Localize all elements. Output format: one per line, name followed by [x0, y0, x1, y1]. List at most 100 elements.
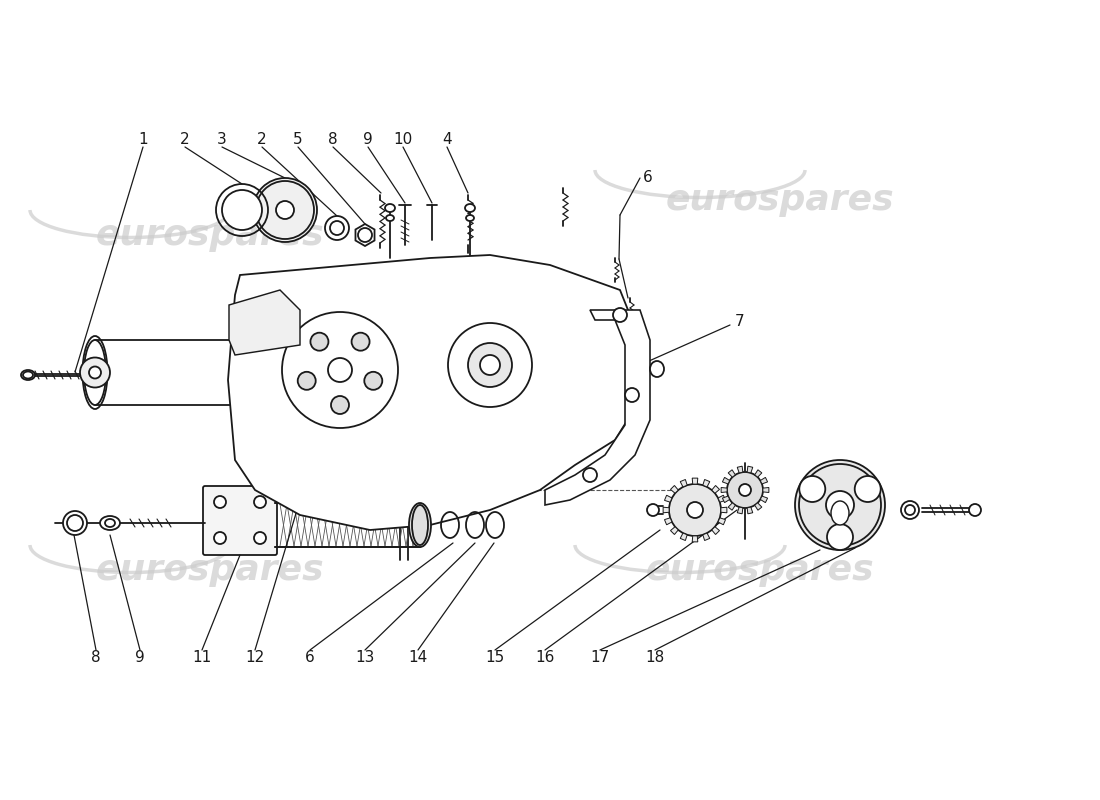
Circle shape: [739, 484, 751, 496]
Ellipse shape: [409, 503, 431, 547]
Polygon shape: [692, 478, 697, 484]
Ellipse shape: [412, 505, 428, 545]
Text: 2: 2: [257, 133, 267, 147]
Polygon shape: [712, 526, 719, 534]
Text: 4: 4: [442, 133, 452, 147]
Circle shape: [310, 333, 329, 350]
Polygon shape: [723, 478, 729, 484]
Circle shape: [826, 491, 854, 519]
Ellipse shape: [385, 204, 395, 212]
Text: 7: 7: [735, 314, 745, 330]
Text: 6: 6: [305, 650, 315, 666]
Circle shape: [800, 476, 825, 502]
Polygon shape: [663, 507, 669, 513]
Circle shape: [330, 221, 344, 235]
Polygon shape: [718, 495, 726, 502]
Circle shape: [63, 511, 87, 535]
Circle shape: [905, 505, 915, 515]
Polygon shape: [720, 507, 727, 513]
Circle shape: [901, 501, 918, 519]
Text: eurospares: eurospares: [646, 553, 874, 587]
Polygon shape: [228, 255, 640, 530]
Circle shape: [214, 532, 225, 544]
Circle shape: [583, 468, 597, 482]
Circle shape: [480, 355, 501, 375]
Ellipse shape: [23, 371, 33, 378]
Ellipse shape: [104, 519, 116, 527]
Text: 9: 9: [135, 650, 145, 666]
Ellipse shape: [830, 501, 849, 525]
Text: 14: 14: [408, 650, 428, 666]
Circle shape: [268, 298, 412, 442]
Polygon shape: [737, 466, 742, 473]
Ellipse shape: [466, 215, 474, 221]
Polygon shape: [722, 487, 727, 493]
FancyBboxPatch shape: [204, 486, 277, 555]
Ellipse shape: [21, 370, 35, 380]
Circle shape: [432, 307, 548, 423]
Circle shape: [298, 372, 316, 390]
Polygon shape: [723, 496, 729, 502]
Polygon shape: [664, 518, 672, 525]
Text: 11: 11: [192, 650, 211, 666]
Ellipse shape: [84, 340, 106, 405]
Text: 13: 13: [355, 650, 375, 666]
Polygon shape: [544, 310, 650, 505]
Circle shape: [727, 472, 763, 508]
Circle shape: [613, 308, 627, 322]
Circle shape: [89, 366, 101, 378]
Circle shape: [67, 515, 82, 531]
Text: 9: 9: [363, 133, 373, 147]
Polygon shape: [664, 495, 672, 502]
Text: 3: 3: [217, 133, 227, 147]
Circle shape: [448, 323, 532, 407]
Polygon shape: [703, 533, 710, 541]
Polygon shape: [760, 478, 768, 484]
Circle shape: [222, 190, 262, 230]
Circle shape: [827, 524, 853, 550]
Polygon shape: [728, 503, 735, 510]
Text: 10: 10: [394, 133, 412, 147]
Polygon shape: [671, 486, 679, 494]
Polygon shape: [755, 470, 762, 477]
Text: 17: 17: [591, 650, 609, 666]
Polygon shape: [763, 487, 769, 493]
Polygon shape: [760, 496, 768, 502]
Ellipse shape: [969, 504, 981, 516]
Ellipse shape: [650, 361, 664, 377]
Polygon shape: [680, 479, 688, 487]
Text: 6: 6: [644, 170, 653, 186]
Circle shape: [468, 343, 512, 387]
Text: eurospares: eurospares: [96, 553, 324, 587]
Text: 16: 16: [536, 650, 554, 666]
Text: 2: 2: [180, 133, 190, 147]
Circle shape: [282, 312, 398, 428]
Text: eurospares: eurospares: [96, 218, 324, 252]
Circle shape: [625, 388, 639, 402]
Circle shape: [331, 396, 349, 414]
Circle shape: [254, 496, 266, 508]
Circle shape: [364, 372, 383, 390]
Circle shape: [358, 228, 372, 242]
Circle shape: [352, 333, 370, 350]
Ellipse shape: [465, 204, 475, 212]
Text: 12: 12: [245, 650, 265, 666]
Circle shape: [253, 178, 317, 242]
Ellipse shape: [100, 516, 120, 530]
Polygon shape: [737, 507, 742, 514]
Circle shape: [855, 476, 881, 502]
Circle shape: [80, 358, 110, 387]
Text: 1: 1: [139, 133, 147, 147]
Polygon shape: [680, 533, 688, 541]
Polygon shape: [703, 479, 710, 487]
Polygon shape: [718, 518, 726, 525]
Polygon shape: [747, 507, 752, 514]
Polygon shape: [755, 503, 762, 510]
Polygon shape: [671, 526, 679, 534]
Circle shape: [688, 502, 703, 518]
Text: 8: 8: [328, 133, 338, 147]
Circle shape: [328, 358, 352, 382]
Polygon shape: [692, 536, 697, 542]
Circle shape: [324, 216, 349, 240]
Text: 15: 15: [485, 650, 505, 666]
